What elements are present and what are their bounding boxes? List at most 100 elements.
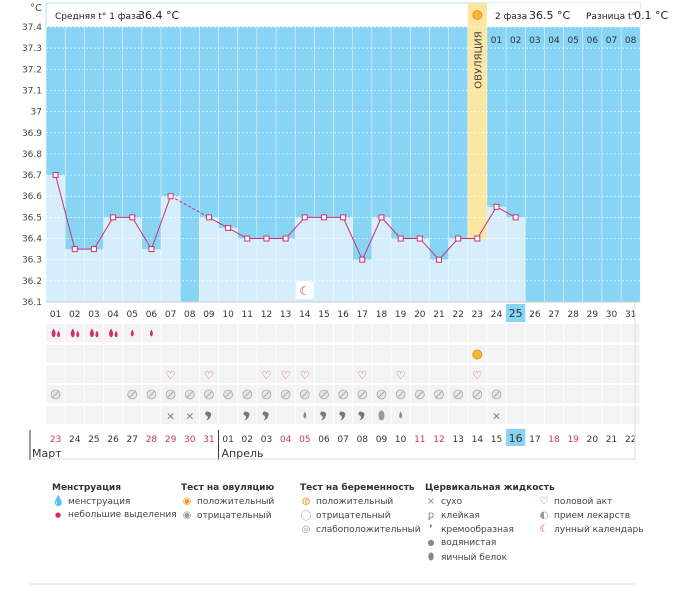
date-label: 23 — [50, 435, 61, 445]
preg-positive-icon: ◍ — [301, 496, 311, 507]
heart-icon: ♡ — [396, 369, 406, 382]
luteal-day-label: 08 — [625, 36, 637, 46]
date-label: 28 — [146, 435, 158, 445]
pill-icon-line — [244, 391, 251, 398]
marker-cell — [123, 365, 142, 383]
marker-cell — [429, 324, 449, 342]
marker-cell — [602, 324, 621, 342]
watery-icon — [303, 411, 307, 419]
heart-icon: ♡ — [472, 369, 482, 382]
marker-cell — [295, 345, 314, 363]
pill-icon-line — [224, 391, 232, 398]
date-label: 07 — [337, 435, 348, 445]
temp-point — [359, 256, 366, 263]
temp-point — [129, 214, 136, 221]
cycle-day-label: 29 — [587, 310, 599, 320]
temp-point — [71, 246, 78, 253]
marker-cell — [564, 345, 583, 363]
legend-menstruation-title: Менструация — [52, 483, 121, 493]
pill-icon-line — [454, 391, 462, 398]
pill-icon: ◐ — [539, 510, 549, 521]
marker-cell — [180, 406, 199, 424]
creamy-icon — [243, 411, 250, 421]
cycle-day-label: 11 — [242, 310, 253, 320]
cycle-day-label: 23 — [472, 310, 483, 320]
legend-label: кремообразная — [441, 525, 514, 535]
pill-icon-line — [205, 391, 213, 398]
legend-item-ov-negative: ◉ отрицательный — [181, 510, 272, 521]
cycle-day-label: 28 — [567, 310, 579, 320]
month-label: Апрель — [222, 447, 264, 460]
pill-icon-line — [320, 391, 328, 398]
temp-bar — [256, 238, 277, 302]
marker-cell — [65, 324, 84, 342]
marker-cell — [468, 406, 487, 424]
date-label: 26 — [107, 435, 119, 445]
creamy-icon: ❜ — [429, 524, 433, 535]
temp-point — [435, 256, 442, 263]
date-label: 25 — [88, 435, 99, 445]
marker-cell — [65, 365, 84, 383]
marker-cell — [544, 345, 564, 363]
y-unit-label: °C — [30, 3, 42, 14]
marker-cell — [84, 345, 104, 363]
marker-cell — [621, 406, 640, 424]
date-label: 24 — [69, 435, 81, 445]
phase2-header — [486, 3, 641, 27]
cycle-day-label: 13 — [280, 310, 291, 320]
legend-item-menstruation: 💧 менструация — [52, 496, 130, 507]
y-tick-label: 37.1 — [22, 86, 42, 96]
date-label: 16 — [509, 432, 523, 445]
ovulation-test-positive-icon — [472, 349, 483, 360]
marker-cell — [506, 365, 525, 383]
marker-cell — [276, 345, 295, 363]
marker-cell — [104, 345, 123, 363]
legend-label: положительный — [316, 497, 394, 507]
date-label: 31 — [203, 435, 214, 445]
heart-icon: ♡ — [262, 369, 272, 382]
creamy-icon — [320, 411, 327, 421]
marker-cell — [506, 324, 525, 342]
marker-cell — [104, 365, 123, 383]
date-label: 17 — [529, 435, 540, 445]
temp-point — [301, 214, 308, 221]
legend-item-dry: × сухо — [425, 496, 462, 507]
creamy-icon — [262, 411, 269, 421]
cycle-day-label: 15 — [318, 310, 329, 320]
watery-icon — [399, 411, 403, 419]
marker-cell — [142, 365, 161, 383]
menstruation-drop-icon — [57, 330, 61, 338]
phase1-label: Средняя t° 1 фаза — [55, 12, 141, 22]
temp-line-segment — [342, 217, 363, 260]
marker-cell — [180, 365, 199, 383]
luteal-day-label: 04 — [548, 36, 560, 46]
grey-sun-icon: ◉ — [182, 510, 192, 521]
cycle-day-label: 01 — [50, 310, 61, 320]
cycle-day-label: 24 — [491, 310, 503, 320]
heart-icon: ♡ — [166, 369, 176, 382]
legend-label: отрицательный — [316, 511, 391, 521]
legend-item-watery: ● водянистая — [425, 538, 497, 548]
luteal-day-label: 01 — [491, 36, 502, 46]
egg-white-icon — [378, 410, 385, 421]
phase2-value: 36.5 °C — [529, 9, 570, 22]
pill-icon-line — [416, 391, 424, 398]
marker-cell — [219, 345, 238, 363]
temp-point — [416, 235, 423, 242]
date-label: 13 — [452, 435, 463, 445]
cycle-day-label: 21 — [433, 310, 444, 320]
cycle-day-label: 16 — [337, 310, 349, 320]
marker-cell — [525, 385, 544, 403]
marker-cell — [506, 385, 525, 403]
dry-icon: × — [426, 496, 436, 507]
legend-item-preg-negative: ◯ отрицательный — [300, 510, 391, 521]
date-label: 18 — [548, 435, 560, 445]
pill-icon-line — [263, 391, 270, 398]
marker-cell — [583, 385, 602, 403]
marker-cell — [334, 345, 353, 363]
date-label: 11 — [414, 435, 425, 445]
lunar-marker-bg — [296, 281, 314, 299]
temp-line-segment — [170, 195, 210, 218]
temp-point — [455, 235, 462, 242]
